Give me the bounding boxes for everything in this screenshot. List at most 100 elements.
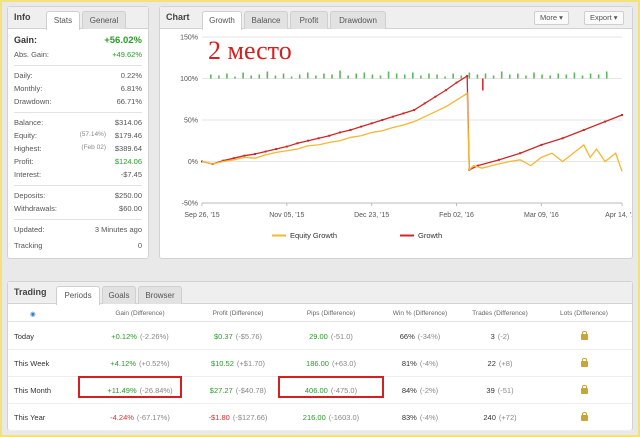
lock-icon[interactable] (580, 358, 588, 367)
volume-bar (484, 73, 487, 79)
chart-grid (201, 36, 623, 206)
volume-bar (581, 75, 584, 79)
tab-growth[interactable]: Growth (202, 11, 242, 30)
volume-bar (323, 73, 325, 79)
volume-bar (412, 72, 414, 79)
growth-point (317, 137, 320, 140)
volume-bar (452, 73, 454, 79)
row-period-label: This Month (14, 386, 52, 395)
volume-bar (266, 71, 269, 79)
cell-win: 84% (-2%) (380, 386, 460, 395)
abs-gain-value: +49.62% (112, 50, 142, 59)
highest-value: $389.64 (114, 144, 142, 153)
highest-row: Highest: (Feb 02) $389.64 (14, 144, 142, 156)
growth-point (402, 112, 405, 115)
growth-point (434, 95, 437, 98)
cell-profit: -$1.80 (-$127.66) (198, 413, 278, 422)
win-value: 84% (401, 386, 417, 395)
cell-pips: 29.00 (-51.0) (291, 332, 371, 341)
chart-tab-title[interactable]: Chart (166, 12, 190, 22)
x-tick-label: Feb 02, '16 (439, 212, 474, 219)
growth-point (349, 128, 352, 131)
equity-value: $179.46 (114, 131, 142, 140)
info-tab-title[interactable]: Info (14, 12, 31, 22)
tab-profit[interactable]: Profit (290, 11, 328, 29)
drawdown-label: Drawdown: (14, 97, 52, 106)
trades-difference: (+8) (498, 359, 513, 368)
win-difference: (-4%) (419, 359, 439, 368)
col-win[interactable]: Win % (Difference) (392, 310, 448, 317)
gain-value: +56.02% (104, 35, 142, 46)
profit-value: $0.37 (213, 332, 233, 341)
balance-row: Balance: $314.06 (14, 118, 142, 130)
tab-balance[interactable]: Balance (244, 11, 288, 29)
win-value: 83% (401, 413, 417, 422)
lock-icon[interactable] (580, 385, 588, 394)
daily-label: Daily: (14, 71, 33, 80)
chart-tabbar: Chart Growth Balance Profit Drawdown Mor… (160, 7, 632, 30)
export-button[interactable]: Export ▾ (584, 11, 624, 25)
pips-value: 186.00 (306, 359, 329, 368)
col-lots[interactable]: Lots (Difference) (560, 310, 608, 317)
growth-point (232, 157, 235, 160)
interest-label: Interest: (14, 170, 42, 179)
cell-lots (544, 358, 624, 368)
legend-label: Equity Growth (290, 231, 337, 240)
lock-icon[interactable] (580, 412, 588, 421)
trades-value: 3 (490, 332, 495, 341)
monthly-value: 6.81% (120, 84, 142, 93)
lock-icon[interactable] (580, 331, 588, 340)
equity-row: Equity: (57.14%) $179.46 (14, 131, 142, 143)
win-difference: (-2%) (419, 386, 439, 395)
volume-bar (250, 75, 252, 79)
deposits-row: Deposits: $250.00 (14, 191, 142, 203)
cell-lots (544, 385, 624, 395)
y-tick-label: -50% (182, 201, 198, 208)
win-value: 66% (399, 332, 415, 341)
growth-point (307, 139, 310, 142)
info-panel: Info Stats General Gain: +56.02% Abs. Ga… (7, 6, 149, 259)
profit-value: $10.52 (210, 359, 234, 368)
volume-bar (395, 73, 398, 79)
x-tick-label: Nov 05, '15 (269, 212, 304, 219)
growth-point (360, 125, 363, 128)
growth-point (519, 152, 522, 155)
balance-value: $314.06 (114, 118, 142, 127)
growth-point (275, 148, 278, 151)
volume-bar (258, 74, 261, 79)
growth-point (381, 119, 384, 121)
cell-pips: 186.00 (+63.0) (291, 359, 371, 368)
abs-gain-row: Abs. Gain: +49.62% (14, 50, 142, 62)
volume-bar (242, 72, 244, 79)
pips-difference: (-475.0) (330, 386, 358, 395)
tab-goals[interactable]: Goals (102, 286, 136, 304)
tracking-value: 0 (137, 241, 142, 250)
tab-stats[interactable]: Stats (46, 11, 80, 30)
x-tick-label: Apr 14, '16 (605, 212, 632, 219)
col-gain[interactable]: Gain (Difference) (115, 310, 165, 317)
updated-row: Updated: 3 Minutes ago (14, 225, 142, 237)
more-button[interactable]: More ▾ (534, 11, 569, 25)
col-trades[interactable]: Trades (Difference) (472, 310, 528, 317)
cell-trades: 39 (-51) (460, 386, 540, 395)
volume-bar (298, 74, 301, 79)
pips-value: 29.00 (309, 332, 328, 341)
gain-label: Gain: (14, 35, 38, 45)
col-profit[interactable]: Profit (Difference) (212, 310, 264, 317)
tab-browser[interactable]: Browser (138, 286, 182, 304)
col-pips[interactable]: Pips (Difference) (306, 310, 356, 317)
daily-row: Daily: 0.22% (14, 71, 142, 83)
tab-drawdown[interactable]: Drawdown (330, 11, 386, 29)
highest-label: Highest: (14, 144, 42, 153)
volume-bar (234, 76, 236, 79)
cell-trades: 3 (-2) (460, 332, 540, 341)
row-period-label: Today (14, 332, 35, 341)
gain-row: Gain: +56.02% (14, 35, 142, 49)
volume-bar (460, 75, 463, 79)
info-icon[interactable]: ◉ (30, 311, 36, 318)
volume-bar (331, 74, 333, 79)
tab-periods[interactable]: Periods (56, 286, 100, 305)
trading-tab-title[interactable]: Trading (14, 287, 47, 297)
info-tabbar: Info Stats General (8, 7, 148, 30)
tab-general[interactable]: General (82, 11, 126, 29)
